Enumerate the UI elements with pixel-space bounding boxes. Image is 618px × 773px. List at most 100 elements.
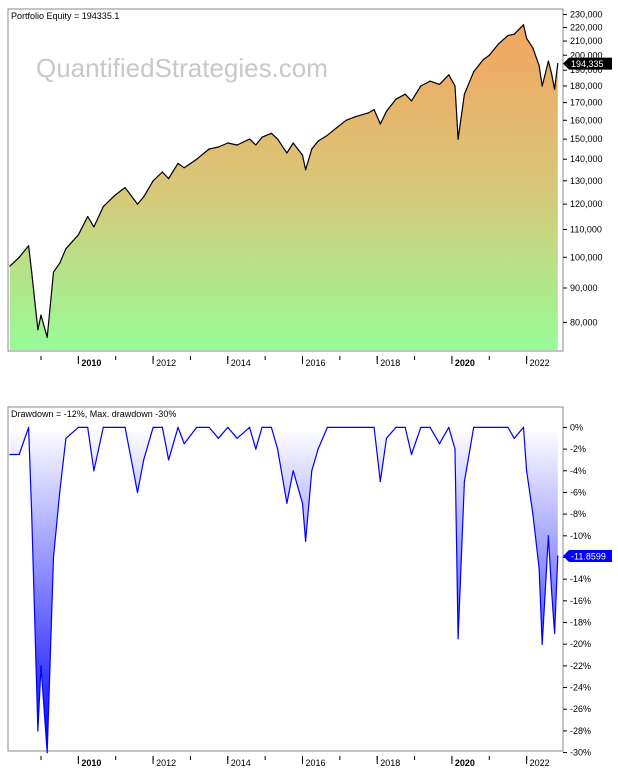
- equity-x-tick-label: 2016: [305, 358, 325, 368]
- equity-point: [46, 336, 48, 338]
- equity-point: [136, 203, 139, 205]
- drawdown-point: [168, 459, 170, 461]
- equity-point: [102, 206, 104, 208]
- equity-x-tick-label: 2010: [81, 358, 101, 368]
- equity-x-tick-label: 2014: [231, 358, 251, 368]
- equity-point: [277, 138, 279, 140]
- equity-point: [34, 300, 36, 302]
- drawdown-point: [65, 437, 67, 439]
- equity-point: [522, 24, 525, 26]
- drawdown-point: [52, 556, 55, 559]
- drawdown-point: [410, 453, 413, 456]
- equity-panel: QuantifiedStrategies.com Portfolio Equit…: [7, 8, 612, 368]
- watermark-text: QuantifiedStrategies.com: [36, 53, 328, 83]
- drawdown-point: [454, 448, 456, 450]
- drawdown-point: [270, 426, 272, 428]
- drawdown-y-tick-label: -14%: [570, 574, 591, 584]
- equity-y-tick-label: 180,000: [570, 81, 603, 91]
- drawdown-point: [507, 426, 509, 428]
- equity-point: [255, 144, 257, 146]
- drawdown-marks: [9, 426, 559, 754]
- drawdown-point: [448, 426, 450, 428]
- equity-point: [59, 262, 61, 264]
- equity-point: [249, 138, 251, 140]
- drawdown-point: [161, 426, 163, 428]
- drawdown-point: [317, 448, 319, 450]
- drawdown-point: [345, 426, 347, 428]
- equity-point: [177, 162, 179, 164]
- equity-point: [454, 85, 456, 87]
- drawdown-last-value-label: -11.8599: [571, 551, 606, 561]
- equity-point: [557, 63, 559, 65]
- equity-point: [526, 37, 528, 39]
- drawdown-x-tick-label: 2010: [81, 758, 101, 768]
- equity-point: [270, 132, 272, 134]
- drawdown-y-tick-label: -30%: [570, 748, 591, 758]
- drawdown-point: [438, 443, 441, 445]
- equity-y-tick-label: 90,000: [570, 283, 598, 293]
- equity-point: [168, 178, 170, 180]
- drawdown-point: [227, 426, 229, 428]
- drawdown-x-tick-label: 2020: [455, 758, 475, 768]
- equity-point: [345, 119, 347, 121]
- equity-x-tick-label: 2022: [530, 358, 550, 368]
- drawdown-point: [457, 638, 459, 640]
- equity-y-tick-label: 140,000: [570, 154, 603, 164]
- equity-point: [488, 54, 490, 56]
- drawdown-point: [236, 437, 238, 439]
- equity-point: [498, 43, 500, 45]
- drawdown-x-axis: 2010 2012 2014 2016 2018 2020 2022: [40, 756, 550, 768]
- drawdown-point: [18, 453, 20, 456]
- drawdown-point: [249, 426, 251, 428]
- equity-point: [448, 74, 450, 76]
- equity-point: [124, 187, 126, 189]
- equity-y-tick-label: 230,000: [570, 10, 603, 20]
- drawdown-y-axis: 0%-2%-4%-6%-8%-10%-12%-14%-16%-18%-20%-2…: [563, 422, 612, 758]
- drawdown-y-tick-label: -20%: [570, 639, 591, 649]
- equity-y-tick-label: 110,000: [570, 224, 602, 234]
- equity-x-tick-label: 2020: [455, 358, 475, 368]
- equity-point: [463, 93, 465, 95]
- equity-point: [183, 167, 185, 169]
- equity-point: [507, 34, 509, 37]
- drawdown-point: [379, 481, 381, 483]
- drawdown-point: [102, 426, 104, 428]
- equity-point: [77, 234, 79, 236]
- drawdown-panel: Drawdown = -12%, Max. drawdown -30% 0% -2…: [7, 406, 612, 768]
- drawdown-y-tick-label: -4%: [570, 466, 586, 476]
- drawdown-point: [538, 567, 540, 569]
- drawdown-point: [301, 502, 304, 504]
- equity-y-tick-label: 190,000: [570, 65, 603, 75]
- drawdown-x-tick-label: 2018: [380, 758, 400, 768]
- drawdown-point: [77, 426, 79, 428]
- equity-point: [208, 148, 210, 150]
- equity-point: [385, 110, 388, 112]
- equity-point: [31, 271, 33, 273]
- equity-point: [18, 256, 20, 258]
- equity-marks: [9, 24, 559, 351]
- drawdown-y-tick-label: -10%: [570, 531, 591, 541]
- drawdown-point: [277, 448, 279, 450]
- equity-last-value-label: 194,335: [571, 59, 604, 69]
- equity-point: [317, 140, 319, 142]
- drawdown-point: [46, 752, 48, 754]
- equity-point: [52, 271, 55, 273]
- equity-point: [227, 142, 229, 144]
- drawdown-point: [550, 589, 553, 591]
- equity-point: [404, 93, 406, 95]
- equity-point: [482, 59, 484, 61]
- drawdown-point: [183, 443, 185, 445]
- equity-point: [152, 180, 154, 182]
- equity-point: [305, 169, 307, 171]
- equity-point: [196, 158, 198, 160]
- drawdown-point: [463, 481, 465, 483]
- equity-point: [311, 148, 313, 150]
- equity-last-value-tag: [563, 57, 612, 70]
- drawdown-point: [208, 426, 210, 428]
- drawdown-point: [34, 621, 36, 624]
- equity-point: [115, 194, 117, 196]
- equity-point: [143, 196, 145, 198]
- drawdown-point: [513, 437, 515, 439]
- equity-point: [513, 33, 515, 35]
